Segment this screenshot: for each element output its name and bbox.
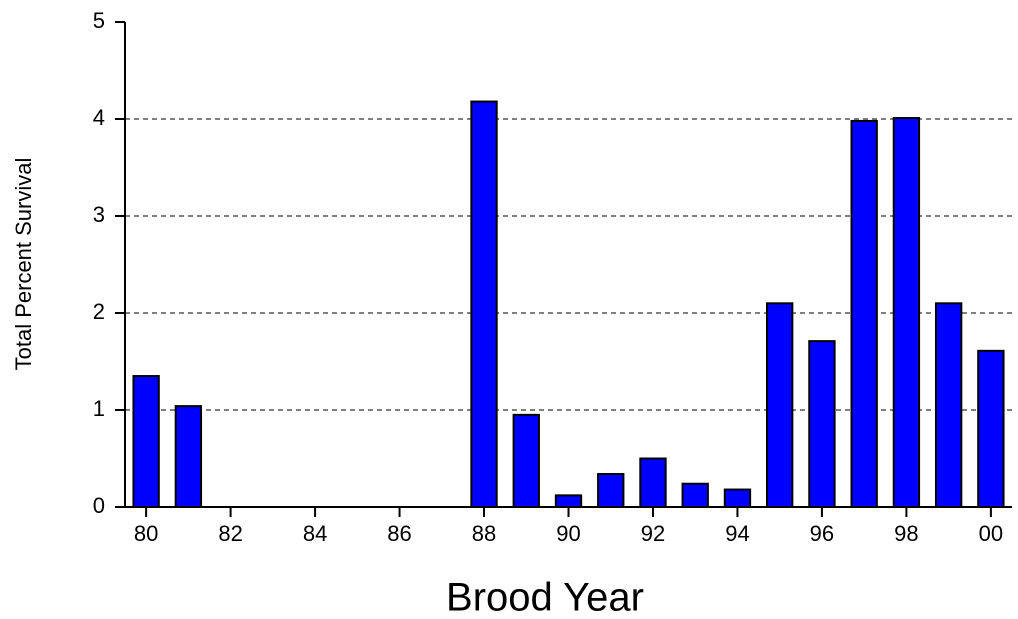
- y-tick-label: 0: [93, 493, 105, 518]
- bar: [512, 413, 540, 509]
- x-tick-label: 94: [725, 521, 749, 546]
- x-tick-label: 96: [810, 521, 834, 546]
- y-tick-label: 1: [93, 396, 105, 421]
- bar: [597, 473, 625, 508]
- bar: [639, 457, 667, 508]
- y-tick-label: 5: [93, 8, 105, 33]
- bar: [850, 119, 878, 508]
- x-tick-label: 86: [387, 521, 411, 546]
- bar: [681, 482, 709, 509]
- bar: [934, 302, 963, 508]
- x-axis-label: Brood Year: [446, 576, 644, 619]
- x-tick-label: 84: [303, 521, 327, 546]
- bar: [892, 117, 921, 508]
- x-tick-label: 90: [556, 521, 580, 546]
- x-tick-label: 92: [641, 521, 665, 546]
- bar: [470, 100, 498, 508]
- bar: [977, 349, 1005, 508]
- y-axis-label: Total Percent Survival: [11, 158, 36, 371]
- bar: [554, 494, 583, 508]
- x-tick-label: 00: [979, 521, 1003, 546]
- bar: [174, 405, 203, 508]
- y-tick-label: 4: [93, 105, 105, 130]
- bar: [766, 302, 794, 508]
- x-tick-label: 82: [218, 521, 242, 546]
- x-tick-label: 88: [472, 521, 496, 546]
- bar: [808, 340, 836, 508]
- y-tick-label: 2: [93, 299, 105, 324]
- y-tick-label: 3: [93, 202, 105, 227]
- x-tick-label: 98: [894, 521, 918, 546]
- x-tick-label: 80: [134, 521, 158, 546]
- bar: [723, 488, 752, 509]
- bar: [132, 375, 160, 508]
